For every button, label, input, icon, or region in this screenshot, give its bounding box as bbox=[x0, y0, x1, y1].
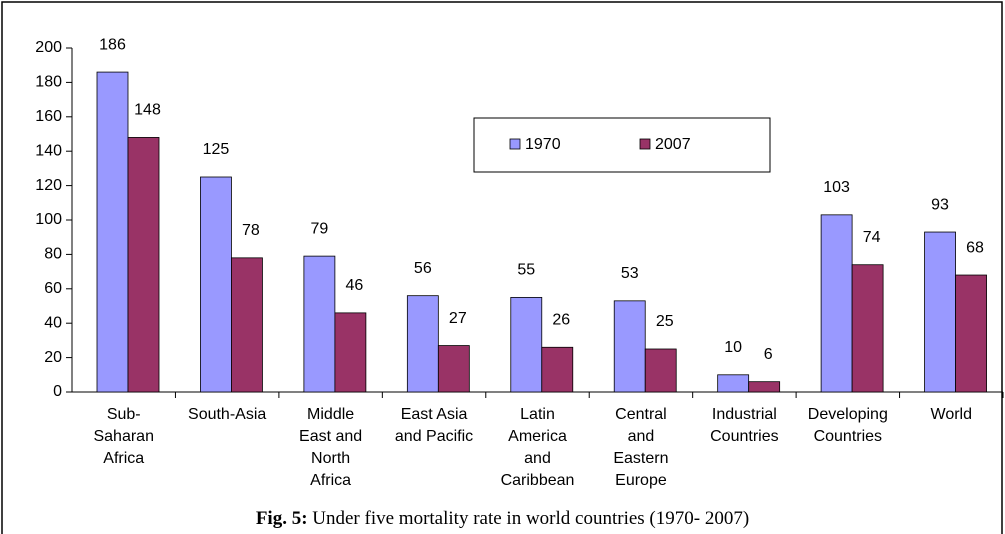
bar bbox=[820, 214, 853, 393]
y-tick-label: 180 bbox=[35, 74, 62, 91]
y-tick-label: 160 bbox=[35, 108, 62, 125]
bar bbox=[748, 381, 781, 393]
value-label: 25 bbox=[656, 313, 674, 330]
value-label: 10 bbox=[724, 339, 742, 356]
value-label: 186 bbox=[99, 36, 126, 53]
value-label: 56 bbox=[414, 260, 432, 277]
y-tick-label: 100 bbox=[35, 211, 62, 228]
value-label: 27 bbox=[449, 310, 467, 327]
value-label: 26 bbox=[552, 311, 570, 328]
bar bbox=[437, 345, 470, 393]
value-label: 125 bbox=[203, 141, 230, 158]
bar bbox=[541, 346, 574, 393]
bar bbox=[851, 264, 884, 393]
legend-swatch bbox=[639, 138, 651, 150]
caption-text: Under five mortality rate in world count… bbox=[312, 508, 750, 529]
value-label: 79 bbox=[310, 220, 328, 237]
caption-label: Fig. 5: bbox=[255, 508, 308, 529]
y-tick-label: 120 bbox=[35, 177, 62, 194]
y-tick-label: 80 bbox=[44, 246, 62, 263]
legend-box bbox=[473, 117, 771, 173]
x-tick-label: Developing Countries bbox=[807, 406, 888, 445]
value-label: 53 bbox=[621, 265, 639, 282]
caption: Fig. 5: Under five mortality rate in wor… bbox=[0, 508, 1005, 530]
x-tick-label: Latin America and Caribbean bbox=[500, 406, 575, 489]
legend-label: 2007 bbox=[655, 136, 691, 153]
legend-swatch bbox=[509, 138, 521, 150]
value-label: 55 bbox=[517, 262, 535, 279]
bar bbox=[231, 257, 263, 393]
bar bbox=[510, 296, 543, 393]
bar bbox=[717, 374, 750, 393]
y-tick-label: 140 bbox=[35, 142, 62, 159]
value-label: 103 bbox=[823, 179, 850, 196]
y-tick-label: 40 bbox=[44, 314, 62, 331]
bar bbox=[924, 231, 956, 393]
value-label: 68 bbox=[966, 239, 984, 256]
bar bbox=[127, 137, 160, 393]
value-label: 6 bbox=[764, 346, 773, 363]
x-tick-label: East Asia and Pacific bbox=[394, 406, 474, 445]
bar bbox=[644, 348, 677, 393]
bar bbox=[200, 176, 232, 393]
value-label: 93 bbox=[931, 196, 949, 213]
bar bbox=[955, 274, 987, 393]
x-tick-label: World bbox=[930, 406, 973, 423]
x-tick-label: Middle East and North Africa bbox=[299, 406, 363, 489]
y-tick-label: 200 bbox=[35, 39, 62, 56]
bar bbox=[613, 300, 646, 393]
y-tick-label: 20 bbox=[44, 349, 62, 366]
value-label: 46 bbox=[345, 277, 363, 294]
x-tick-label: Industrial Countries bbox=[710, 406, 779, 445]
y-tick-label: 0 bbox=[53, 383, 62, 400]
value-label: 78 bbox=[242, 222, 260, 239]
value-label: 74 bbox=[863, 229, 881, 246]
legend-label: 1970 bbox=[525, 136, 561, 153]
value-label: 148 bbox=[134, 102, 161, 119]
bar bbox=[334, 312, 367, 393]
bar bbox=[406, 295, 439, 393]
y-tick-label: 60 bbox=[44, 280, 62, 297]
x-tick-label: Sub-Saharan Africa bbox=[93, 406, 154, 467]
bar bbox=[96, 71, 129, 393]
bar bbox=[303, 255, 336, 393]
x-tick-label: South-Asia bbox=[188, 406, 267, 423]
x-tick-label: Central and Eastern Europe bbox=[613, 406, 669, 489]
